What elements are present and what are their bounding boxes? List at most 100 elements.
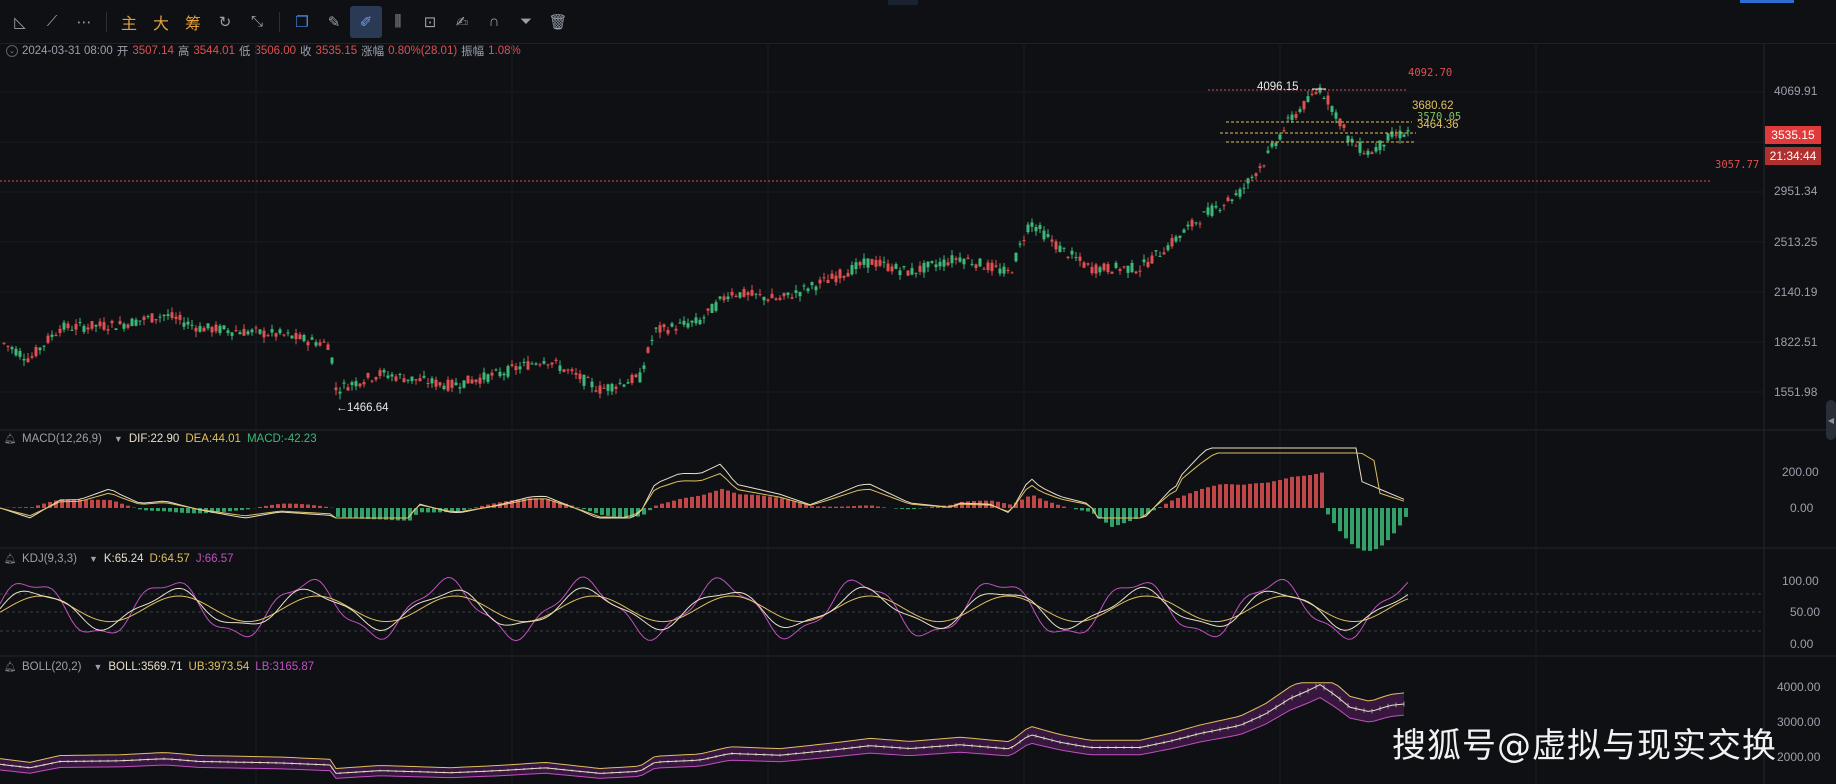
caret-down-icon[interactable]: ▼: [93, 662, 103, 672]
last-price-tag: 3535.15: [1765, 126, 1821, 144]
candle-body: [6, 345, 10, 347]
filter-icon[interactable]: ⏷: [519, 13, 532, 30]
large-button[interactable]: 大: [152, 13, 169, 33]
macd-bar: [846, 506, 850, 508]
candle-body: [630, 374, 634, 384]
macd-bar: [606, 508, 610, 516]
candle-body: [834, 275, 838, 283]
candle-body: [430, 378, 434, 384]
lock-icon[interactable]: ⊡: [423, 13, 437, 31]
candle-body: [1338, 118, 1342, 127]
candle-body: [906, 270, 910, 276]
candle-body: [798, 292, 802, 297]
macd-bar: [990, 500, 994, 508]
trend-line-icon[interactable]: ⟋: [46, 13, 58, 30]
macd-bar: [294, 503, 298, 508]
arrow-low-icon: ←: [336, 402, 348, 414]
candle-body: [266, 335, 270, 337]
kdj-d-line: [0, 595, 1409, 623]
bell-icon[interactable]: 🔔︎: [3, 433, 17, 445]
cycle-icon[interactable]: ↻: [218, 13, 232, 31]
candle-body: [1278, 134, 1282, 140]
ruler-icon[interactable]: ✎: [327, 13, 341, 31]
trash-icon[interactable]: 🗑: [548, 13, 568, 31]
candle-body: [190, 324, 194, 326]
macd-bar: [1140, 508, 1144, 517]
candle-body: [1298, 109, 1302, 113]
boll-name: BOLL(20,2): [22, 661, 82, 673]
magnet-icon[interactable]: ∩: [488, 13, 500, 30]
macd-bar: [612, 508, 616, 517]
candle-body: [338, 391, 342, 394]
candle-body: [214, 324, 218, 332]
candle-body: [1274, 142, 1278, 147]
candle-body: [1054, 241, 1058, 250]
macd-bar: [1314, 473, 1318, 508]
candle-body: [98, 321, 102, 327]
macd-bar: [1362, 508, 1366, 551]
low-value: 3506.00: [254, 45, 297, 57]
candle-body: [838, 269, 842, 279]
candle-body: [1306, 96, 1310, 102]
caret-down-icon[interactable]: ▼: [88, 554, 98, 564]
candle-body: [854, 262, 858, 270]
macd-bar: [192, 508, 196, 514]
candle-body: [890, 266, 894, 272]
candle-body: [482, 372, 486, 380]
measure-icon[interactable]: ⤡: [250, 13, 263, 30]
kdj-axis-label: 0.00: [1790, 637, 1814, 651]
candle-body: [1362, 153, 1366, 155]
bell-icon[interactable]: 🔔︎: [3, 661, 17, 673]
bell-icon[interactable]: 🔔︎: [3, 553, 17, 565]
macd-bar: [654, 505, 658, 508]
macd-bar: [408, 508, 412, 521]
panel-scroll-handle[interactable]: ◀: [1826, 400, 1836, 440]
macd-bar: [120, 503, 124, 508]
line-tool-icon[interactable]: ◺: [14, 13, 26, 31]
candle-body: [462, 380, 466, 388]
macd-bar: [324, 506, 328, 508]
top-tab-indicator: [888, 0, 918, 5]
candle-body: [38, 347, 42, 351]
candle-body: [842, 276, 846, 278]
candle-body: [614, 386, 618, 389]
main-chart-button[interactable]: 主: [120, 13, 137, 33]
candle-body: [1390, 131, 1394, 137]
candle-body: [878, 259, 882, 266]
candle-body: [354, 381, 358, 387]
macd-bar: [996, 501, 1000, 508]
candle-body: [306, 341, 310, 346]
candle-body: [1122, 266, 1126, 268]
candle-body: [930, 261, 934, 263]
candle-body: [178, 314, 182, 320]
macd-bar: [348, 508, 352, 518]
macd-bar: [306, 504, 310, 508]
candles-icon[interactable]: ⫼: [394, 13, 402, 30]
candle-body: [378, 370, 382, 376]
candle-body: [294, 333, 298, 340]
candle-body: [1142, 259, 1146, 263]
macd-bar: [282, 503, 286, 508]
macd-bar: [1242, 484, 1246, 508]
candle-body: [346, 387, 350, 391]
copy-icon[interactable]: ❐: [295, 13, 309, 31]
candle-body: [1150, 255, 1154, 264]
candle-body: [34, 347, 38, 357]
macd-bar: [1134, 508, 1138, 519]
macd-bar: [222, 508, 226, 512]
macd-bar: [666, 502, 670, 508]
candle-body: [690, 320, 694, 323]
collapse-icon[interactable]: ⌄: [6, 45, 18, 57]
chip-distribution-button[interactable]: 筹: [184, 13, 201, 33]
caret-down-icon[interactable]: ▼: [113, 434, 123, 444]
brush-icon[interactable]: ✐: [350, 5, 382, 38]
more-dots-icon[interactable]: ⋯: [76, 13, 92, 31]
macd-bar: [1326, 508, 1330, 515]
candle-body: [146, 316, 150, 318]
candle-body: [218, 325, 222, 334]
candle-body: [506, 366, 510, 377]
edit-icon[interactable]: ✍: [455, 13, 469, 31]
macd-bar: [1056, 504, 1060, 508]
macd-bar: [1050, 502, 1054, 508]
